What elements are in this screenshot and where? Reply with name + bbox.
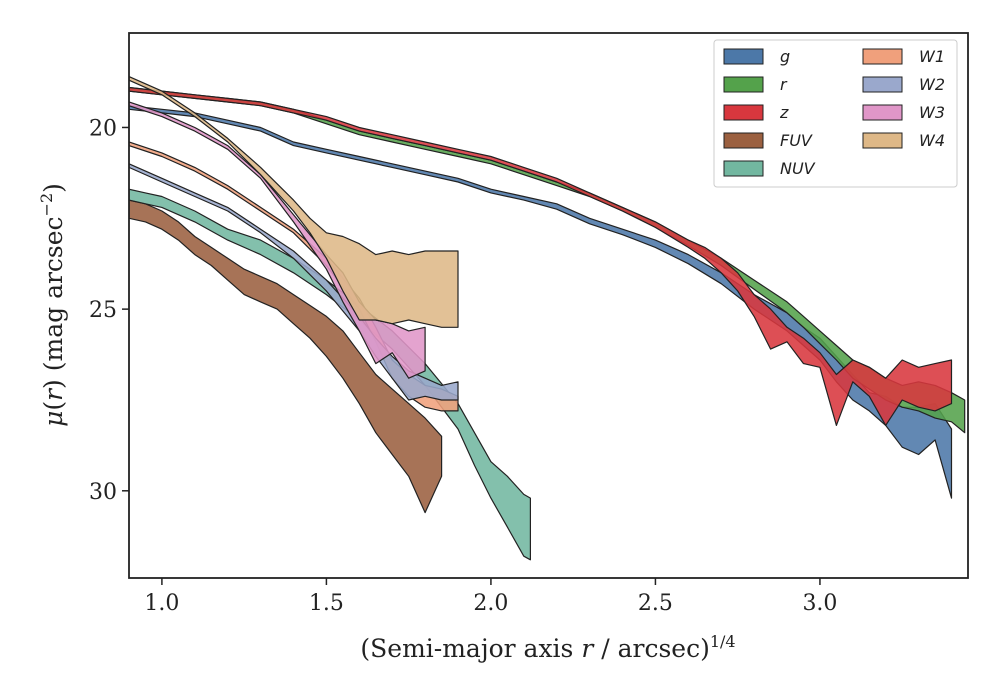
- legend-swatch-w4: [862, 132, 903, 149]
- legend-label-r: r: [780, 75, 788, 94]
- y-tick-label: 25: [89, 298, 117, 323]
- legend-swatch-w2: [862, 76, 903, 93]
- legend-swatch-nuv: [723, 160, 764, 177]
- legend-swatch-g: [723, 48, 764, 65]
- legend-label-w1: W1: [919, 47, 945, 66]
- legend-label-w2: W2: [919, 75, 945, 94]
- legend-label-w4: W4: [919, 131, 945, 150]
- y-axis-label: μ(r) (mag arcsec−2): [37, 183, 68, 427]
- legend-swatch-fuv: [723, 132, 764, 149]
- x-tick-label: 1.0: [144, 591, 179, 616]
- legend-label-w3: W3: [919, 103, 945, 122]
- y-tick-label: 20: [89, 116, 117, 141]
- band-w3: [129, 101, 426, 379]
- band-w1: [129, 141, 459, 412]
- legend-swatch-z: [723, 104, 764, 121]
- band-nuv: [129, 188, 532, 561]
- legend-label-nuv: NUV: [780, 159, 816, 178]
- band-g: [129, 105, 953, 499]
- x-tick-label: 2.5: [638, 591, 673, 616]
- legend-swatch-w3: [862, 104, 903, 121]
- legend-label-fuv: FUV: [780, 131, 813, 150]
- legend-label-z: z: [779, 103, 789, 122]
- plot-frame: [128, 32, 969, 579]
- band-w4: [129, 75, 459, 328]
- x-tick-label: 1.5: [309, 591, 344, 616]
- x-axis: 1.0 1.5 2.0 2.5 3.0: [144, 578, 837, 616]
- y-tick-label: 30: [89, 480, 117, 505]
- legend-label-g: g: [780, 47, 790, 66]
- y-axis: 20 25 30: [89, 116, 129, 505]
- x-tick-label: 3.0: [802, 591, 837, 616]
- band-z: [129, 86, 953, 426]
- band-fuv: [129, 199, 443, 514]
- x-axis-label: (Semi-major axis r / arcsec)1/4: [360, 632, 735, 663]
- band-layer: [129, 75, 966, 561]
- legend-swatch-r: [723, 76, 764, 93]
- x-tick-label: 2.0: [473, 591, 508, 616]
- legend: grz FUV NUV W1 W2 W3 W4: [713, 39, 958, 188]
- legend-swatch-w1: [862, 48, 903, 65]
